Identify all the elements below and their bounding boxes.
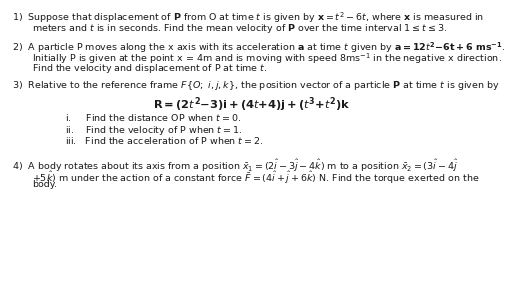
Text: 2)  A particle P moves along the x axis with its acceleration $\mathbf{a}$ at ti: 2) A particle P moves along the x axis w… xyxy=(12,40,505,55)
Text: Initially P is given at the point x = 4m and is moving with speed 8ms$^{-1}$ in : Initially P is given at the point x = 4m… xyxy=(32,52,502,66)
Text: $+ 5\hat{k})$ m under the action of a constant force $\bar{F}= (4\hat{i} + \hat{: $+ 5\hat{k})$ m under the action of a co… xyxy=(32,169,480,186)
Text: iii.   Find the acceleration of P when $t = 2$.: iii. Find the acceleration of P when $t … xyxy=(65,135,263,146)
Text: 1)  Suppose that displacement of $\mathbf{P}$ from O at time $t$ is given by $\m: 1) Suppose that displacement of $\mathbf… xyxy=(12,10,484,25)
Text: $\mathbf{R = (2}t^\mathbf{2}\mathbf{-3)i + (4}t\mathbf{+4)j + (}t^\mathbf{3}\mat: $\mathbf{R = (2}t^\mathbf{2}\mathbf{-3)i… xyxy=(153,95,350,114)
Text: 4)  A body rotates about its axis from a position $\bar{x}_1 = (2\hat{i} - 3\hat: 4) A body rotates about its axis from a … xyxy=(12,157,458,174)
Text: Find the velocity and displacement of P at time $t$.: Find the velocity and displacement of P … xyxy=(32,62,268,75)
Text: 3)  Relative to the reference frame $\mathit{F}\{O;$ $\mathit{i,j,k}\}$, the pos: 3) Relative to the reference frame $\mat… xyxy=(12,79,499,92)
Text: ii.    Find the velocity of P when $t = 1$.: ii. Find the velocity of P when $t = 1$. xyxy=(65,124,242,137)
Text: i.     Find the distance OP when $t = 0$.: i. Find the distance OP when $t = 0$. xyxy=(65,112,241,123)
Text: body.: body. xyxy=(32,180,57,189)
Text: meters and $t$ is in seconds. Find the mean velocity of $\mathbf{P}$ over the ti: meters and $t$ is in seconds. Find the m… xyxy=(32,22,448,34)
